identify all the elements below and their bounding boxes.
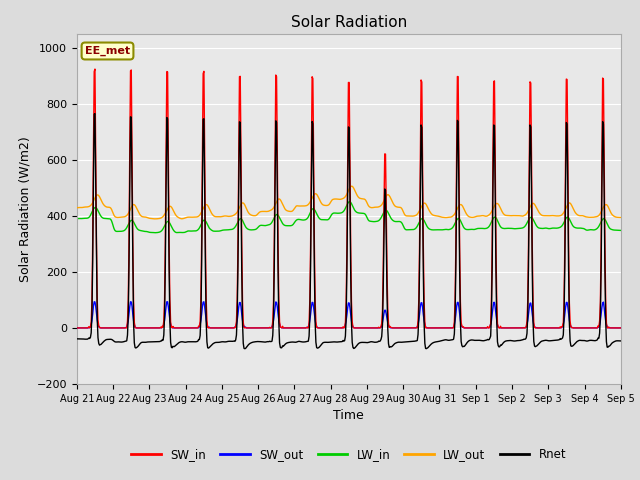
LW_in <box>152 230 159 236</box>
LW_out <box>417 206 424 212</box>
SW_out <box>73 325 81 331</box>
Rnet <box>73 336 81 342</box>
LW_out <box>139 214 147 220</box>
Line: SW_in: SW_in <box>77 69 621 328</box>
LW_in <box>139 228 147 234</box>
Rnet <box>91 111 99 117</box>
LW_in <box>73 216 81 221</box>
LW_in <box>617 228 625 233</box>
LW_in <box>195 226 202 232</box>
LW_in <box>83 216 90 221</box>
Line: LW_out: LW_out <box>77 186 621 219</box>
Text: EE_met: EE_met <box>85 46 130 56</box>
SW_out <box>416 312 424 317</box>
X-axis label: Time: Time <box>333 409 364 422</box>
SW_in <box>223 325 231 331</box>
LW_out <box>195 213 202 219</box>
LW_out <box>617 215 625 220</box>
LW_out <box>83 204 90 210</box>
SW_out <box>140 325 147 331</box>
SW_out <box>223 325 231 331</box>
SW_in <box>416 243 424 249</box>
Rnet <box>140 339 147 345</box>
LW_out <box>433 213 440 219</box>
SW_in <box>83 325 90 331</box>
Rnet <box>195 336 202 342</box>
Rnet <box>433 339 440 345</box>
Title: Solar Radiation: Solar Radiation <box>291 15 407 30</box>
LW_out <box>151 216 159 222</box>
SW_in <box>140 325 147 331</box>
LW_in <box>433 227 440 233</box>
SW_out <box>83 325 90 331</box>
SW_in <box>91 66 99 72</box>
Rnet <box>617 338 625 344</box>
Rnet <box>417 188 424 193</box>
LW_out <box>73 205 81 211</box>
Rnet <box>223 339 231 345</box>
Line: LW_in: LW_in <box>77 202 621 233</box>
Line: Rnet: Rnet <box>77 114 621 348</box>
SW_in <box>431 325 439 331</box>
Rnet <box>83 336 90 342</box>
SW_out <box>127 299 134 305</box>
Legend: SW_in, SW_out, LW_in, LW_out, Rnet: SW_in, SW_out, LW_in, LW_out, Rnet <box>127 443 571 466</box>
Line: SW_out: SW_out <box>77 302 621 328</box>
SW_out <box>195 325 202 331</box>
LW_out <box>223 214 231 219</box>
LW_in <box>417 217 424 223</box>
SW_in <box>73 325 81 331</box>
LW_in <box>223 227 231 233</box>
LW_out <box>348 183 355 189</box>
SW_out <box>431 325 439 331</box>
Y-axis label: Solar Radiation (W/m2): Solar Radiation (W/m2) <box>18 136 31 282</box>
SW_in <box>195 324 202 329</box>
LW_in <box>346 199 354 204</box>
SW_out <box>617 325 625 331</box>
Rnet <box>241 346 248 351</box>
SW_in <box>617 325 625 331</box>
